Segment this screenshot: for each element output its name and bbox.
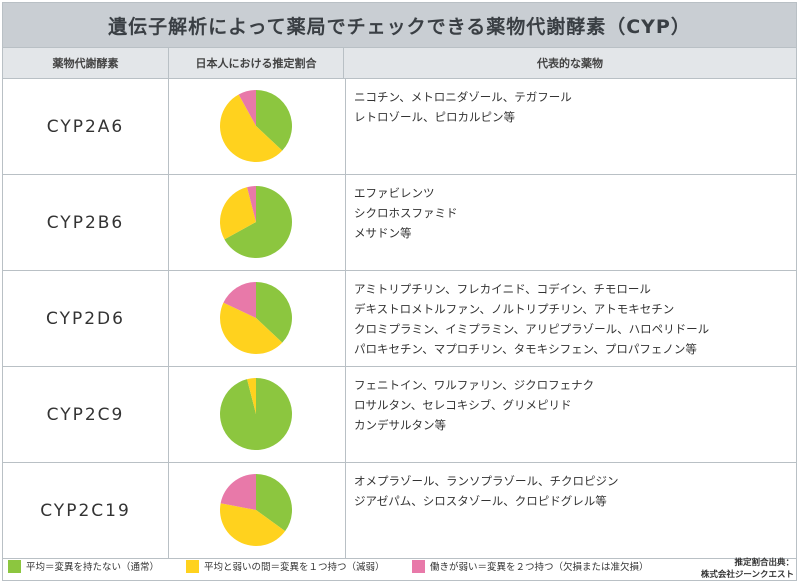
drug-line: ジアゼパム、シロスタゾール、クロピドグレル等 — [354, 494, 607, 508]
drug-line: ニコチン、メトロニダゾール、テガフール — [354, 90, 572, 104]
pie-cell — [168, 79, 346, 174]
pie-slice-intermediate — [247, 378, 256, 414]
table-row: CYP2A6 ニコチン、メトロニダゾール、テガフール レトロゾール、ピロカルピン等 — [3, 79, 796, 175]
source-note: 推定割合出典： 株式会社ジーンクエスト — [701, 557, 794, 581]
pie-chart — [220, 282, 292, 354]
legend-item-normal: 平均＝変異を持たない（通常） — [8, 559, 159, 573]
pie-cell — [168, 367, 346, 462]
source-company: 株式会社ジーンクエスト — [700, 570, 794, 580]
pie-slice-poor — [220, 474, 256, 510]
drug-list: ニコチン、メトロニダゾール、テガフール レトロゾール、ピロカルピン等 — [354, 87, 794, 127]
drug-line: シクロホスファミド — [354, 206, 458, 220]
drug-list: アミトリプチリン、フレカイニド、コデイン、チモロールデキストロメトルファン、ノル… — [354, 279, 794, 359]
legend-label-normal: 平均＝変異を持たない（通常） — [26, 562, 160, 573]
legend-item-intermediate: 平均と弱いの間＝変異を１つ持つ（減弱） — [186, 559, 385, 573]
enzyme-name: CYP2C9 — [46, 404, 125, 425]
legend: 平均＝変異を持たない（通常） 平均と弱いの間＝変異を１つ持つ（減弱） 働きが弱い… — [0, 555, 800, 585]
legend-label-poor: 働きが弱い＝変異を２つ持つ（欠損または准欠損） — [430, 562, 649, 573]
table-row: CYP2D6 アミトリプチリン、フレカイニド、コデイン、チモロールデキストロメトル… — [3, 271, 796, 367]
enzyme-name: CYP2B6 — [46, 212, 125, 233]
pie-slice-normal — [256, 90, 292, 151]
enzyme-name: CYP2A6 — [46, 116, 125, 137]
chart-title: 遺伝子解析によって薬局でチェックできる薬物代謝酵素（CYP） — [3, 3, 796, 47]
pie-cell — [168, 463, 346, 558]
legend-swatch-normal — [8, 559, 21, 573]
pie-slice-normal — [256, 474, 292, 532]
pie-slice-normal — [219, 378, 292, 450]
pie-slice-normal — [224, 186, 292, 258]
table-row: CYP2B6 エファビレンツシクロホスファミド メサドン等 — [3, 175, 796, 271]
legend-label-intermediate: 平均と弱いの間＝変異を１つ持つ（減弱） — [204, 562, 385, 573]
legend-swatch-intermediate — [186, 559, 199, 573]
drug-list: エファビレンツシクロホスファミド メサドン等 — [354, 183, 794, 243]
header-drugs: 代表的な薬物 — [537, 57, 603, 70]
pie-slice-intermediate — [219, 94, 283, 163]
drug-line: レトロゾール、ピロカルピン等 — [354, 110, 515, 124]
pie-slice-intermediate — [220, 503, 286, 546]
drug-list: フェニトイン、ワルファリン、ジクロフェナク ロサルタン、セレコキシブ、グリメピリド… — [354, 375, 794, 435]
pie-slice-poor — [223, 282, 256, 318]
pie-slice-poor — [247, 186, 256, 222]
drug-line: メサドン等 — [354, 226, 412, 240]
drug-line: クロミプラミン、イミプラミン、アリピプラゾール、ハロペリドール — [354, 322, 710, 336]
pie-chart — [220, 474, 292, 546]
table-row: CYP2C9 フェニトイン、ワルファリン、ジクロフェナク ロサルタン、セレコキシブ、… — [3, 367, 796, 463]
legend-swatch-poor — [412, 559, 425, 573]
legend-item-poor: 働きが弱い＝変異を２つ持つ（欠損または准欠損） — [412, 559, 649, 573]
source-label: 推定割合出典： — [734, 558, 794, 568]
pie-slice-intermediate — [219, 187, 256, 240]
table-header: 薬物代謝酵素 日本人における推定割合 代表的な薬物 — [3, 47, 796, 79]
drug-list: オメプラゾール、ランソプラゾール、チクロピジン ジアゼパム、シロスタゾール、クロピ… — [354, 471, 794, 511]
drug-line: パロキセチン、マプロチリン、タモキシフェン、プロパフェノン等 — [354, 342, 697, 356]
pie-chart — [219, 378, 292, 450]
pie-chart — [219, 186, 292, 258]
drug-line: アミトリプチリン、フレカイニド、コデイン、チモロール — [354, 282, 651, 296]
pie-slice-normal — [256, 282, 292, 343]
drug-line: カンデサルタン等 — [354, 418, 446, 432]
drug-line: ロサルタン、セレコキシブ、グリメピリド — [354, 398, 572, 412]
pie-chart — [219, 90, 292, 163]
enzyme-name: CYP2C19 — [40, 500, 131, 521]
pie-slice-intermediate — [220, 302, 283, 354]
drug-line: フェニトイン、ワルファリン、ジクロフェナク — [354, 378, 595, 392]
enzyme-name: CYP2D6 — [46, 308, 125, 329]
header-ratio: 日本人における推定割合 — [168, 48, 344, 78]
pie-cell — [168, 175, 346, 270]
drug-line: デキストロメトルファン、ノルトリプチリン、アトモキセチン — [354, 302, 675, 316]
header-enzyme: 薬物代謝酵素 — [52, 57, 119, 70]
pie-cell — [168, 271, 346, 366]
table-row: CYP2C19 オメプラゾール、ランソプラゾール、チクロピジン ジアゼパム、シロスタ… — [3, 463, 796, 559]
drug-line: エファビレンツ — [354, 186, 435, 200]
pie-slice-poor — [238, 90, 256, 126]
drug-line: オメプラゾール、ランソプラゾール、チクロピジン — [354, 474, 619, 488]
